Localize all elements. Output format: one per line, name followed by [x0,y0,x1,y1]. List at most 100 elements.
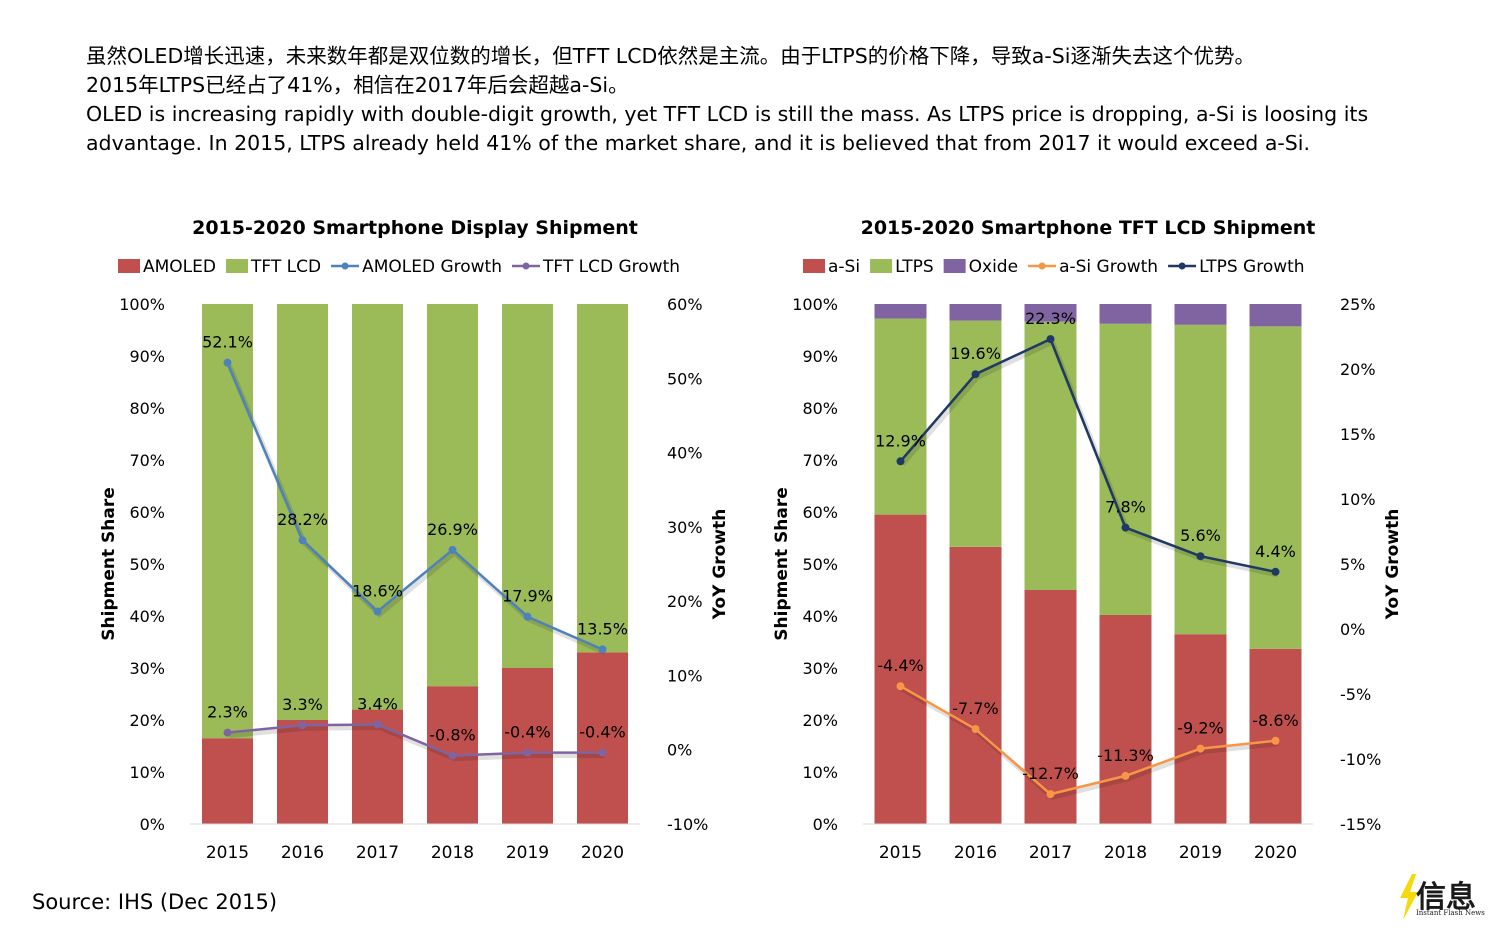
data-label-ltps-growth: 12.9% [875,431,926,450]
y2-tick-label: -5% [1340,685,1371,704]
legend-marker-tft-lcd-growth [522,262,530,270]
data-label-ltps-growth: 4.4% [1255,542,1296,561]
x-tick-label: 2020 [581,843,624,863]
y-tick-label: 80% [802,399,838,418]
y2-tick-label: 40% [667,444,703,463]
bar-tft-lcd [277,304,328,720]
bar-ltps [1174,324,1227,635]
point-tft-lcd-growth [448,751,457,760]
bar-ltps [1024,321,1077,590]
x-tick-label: 2016 [954,843,997,863]
y-tick-label: 20% [802,711,838,730]
y2-tick-label: 30% [667,518,703,537]
y-tick-label: 80% [129,399,165,418]
bar-amoled [277,720,328,824]
point-ltps-growth [1271,567,1280,576]
logo: 信息 Instant Flash News [1398,872,1498,924]
point-tft-lcd-growth [223,728,232,737]
chart-title: 2015-2020 Smartphone Display Shipment [192,217,638,239]
point-amoled-growth [223,358,232,367]
y-tick-label: 0% [140,815,165,834]
bar-oxide [1099,304,1152,324]
x-tick-label: 2018 [1104,843,1147,863]
chart-title: 2015-2020 Smartphone TFT LCD Shipment [861,217,1316,239]
x-tick-label: 2019 [1179,843,1222,863]
legend-label-oxide: Oxide [969,257,1018,277]
intro-text: 虽然OLED增长迅速，未来数年都是双位数的增长，但TFT LCD依然是主流。由于… [86,42,1486,158]
point-ltps-growth [1121,523,1130,532]
point-a-si-growth [1121,771,1130,780]
bar-tft-lcd [202,304,253,739]
data-label-amoled-growth: 13.5% [577,619,628,638]
data-label-a-si-growth: -12.7% [1022,764,1079,783]
y2-tick-label: 0% [1340,620,1365,639]
point-a-si-growth [1196,744,1205,753]
point-amoled-growth [298,536,307,545]
y2-tick-label: -15% [1340,815,1381,834]
data-label-tft-lcd-growth: -0.4% [504,723,550,742]
legend-label-ltps: LTPS [895,257,934,277]
bar-a-si [1174,634,1227,824]
data-label-ltps-growth: 7.8% [1105,498,1146,517]
y-tick-label: 60% [129,503,165,522]
y-axis-title: Shipment Share [772,487,792,640]
point-amoled-growth [373,607,382,616]
bar-amoled [577,652,628,824]
point-amoled-growth [523,612,532,621]
source-note: Source: IHS (Dec 2015) [32,890,278,914]
y-tick-label: 90% [129,347,165,366]
intro-cn-line1: 虽然OLED增长迅速，未来数年都是双位数的增长，但TFT LCD依然是主流。由于… [86,44,1255,68]
x-tick-label: 2019 [506,843,549,863]
y-tick-label: 10% [129,763,165,782]
bar-oxide [1024,304,1077,322]
legend-swatch-amoled [118,259,140,273]
y2-tick-label: 20% [667,592,703,611]
data-label-tft-lcd-growth: 2.3% [207,703,248,722]
data-label-a-si-growth: -9.2% [1177,719,1223,738]
y-axis-title: Shipment Share [99,487,119,640]
point-a-si-growth [896,682,905,691]
line-a-si-growth [899,685,1276,796]
y-tick-label: 50% [802,555,838,574]
bar-oxide [874,304,927,319]
point-ltps-growth [1196,552,1205,561]
bar-oxide [1174,304,1227,325]
y-tick-label: 70% [802,451,838,470]
x-tick-label: 2016 [281,843,324,863]
bar-tft-lcd [352,304,403,710]
legend-marker-ltps-growth [1178,262,1186,270]
y2-tick-label: 25% [1340,295,1376,314]
data-label-tft-lcd-growth: 3.3% [282,695,323,714]
bar-amoled [202,738,253,824]
data-label-ltps-growth: 19.6% [950,344,1001,363]
bar-a-si [1024,590,1077,824]
bar-a-si [1099,614,1152,824]
intro-cn-line2: 2015年LTPS已经占了41%，相信在2017年后会超越a-Si。 [86,73,629,97]
bar-tft-lcd [427,304,478,687]
data-label-amoled-growth: 52.1% [202,333,253,352]
y-tick-label: 40% [129,607,165,626]
bar-oxide [949,304,1002,321]
bar-ltps [1249,326,1302,649]
legend-label-ltps-growth: LTPS Growth [1199,257,1305,277]
y-tick-label: 90% [802,347,838,366]
legend-label-amoled: AMOLED [143,257,216,277]
y2-tick-label: 15% [1340,425,1376,444]
data-label-ltps-growth: 5.6% [1180,526,1221,545]
y-tick-label: 100% [792,295,838,314]
y2-tick-label: 10% [1340,490,1376,509]
y2-axis-title: YoY Growth [710,509,730,621]
data-label-a-si-growth: -8.6% [1252,711,1298,730]
logo-text: 信息 [1416,880,1476,915]
data-label-amoled-growth: 18.6% [352,582,403,601]
point-a-si-growth [1046,790,1055,799]
y2-tick-label: 20% [1340,360,1376,379]
x-tick-label: 2015 [206,843,249,863]
bar-a-si [949,546,1002,824]
bar-ltps [949,320,1002,547]
point-amoled-growth [448,545,457,554]
x-tick-label: 2018 [431,843,474,863]
lightning-bolt-icon [1400,874,1418,920]
bar-tft-lcd [577,304,628,653]
data-label-tft-lcd-growth: -0.8% [429,726,475,745]
